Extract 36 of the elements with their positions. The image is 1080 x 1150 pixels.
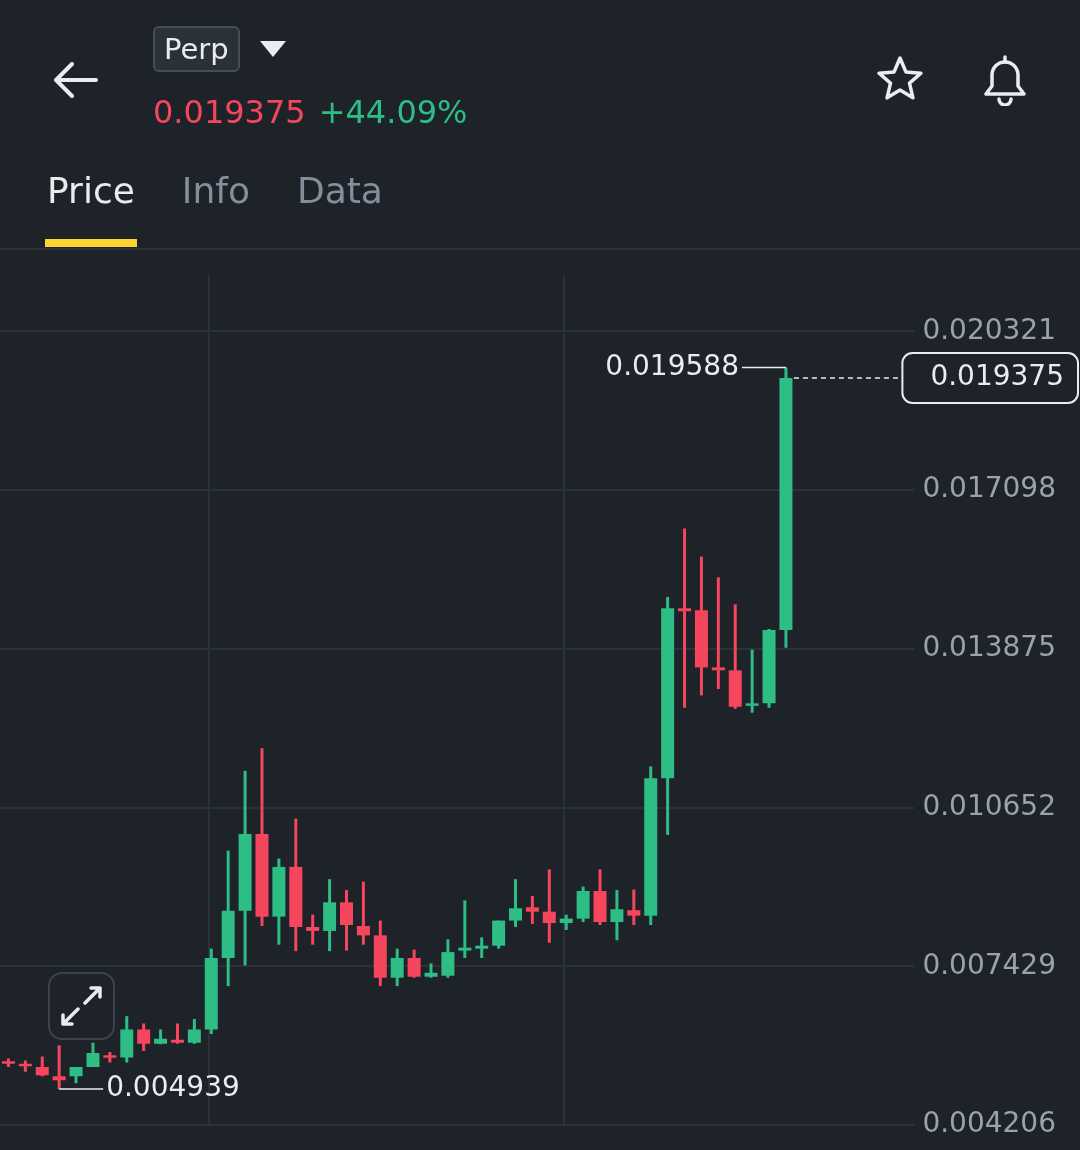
annotation: 0.019588 <box>605 348 739 382</box>
candlestick <box>627 889 641 926</box>
candlestick <box>711 577 725 691</box>
text: Data <box>296 170 383 211</box>
text: +44.09% <box>318 92 468 132</box>
text: 0.019375 <box>153 92 306 132</box>
candlestick <box>678 528 692 708</box>
y-tick-label: 0.004206 <box>922 1106 1057 1140</box>
candlestick <box>542 869 556 943</box>
candlestick <box>525 894 539 925</box>
candlestick <box>458 900 472 959</box>
candlestick <box>356 881 370 945</box>
candlestick <box>610 890 624 941</box>
candlestick <box>407 949 421 978</box>
y-tick-label: 0.013875 <box>922 630 1057 664</box>
candlestick <box>306 914 320 945</box>
candlestick <box>170 1023 184 1044</box>
y-tick-label: 0.017098 <box>922 471 1057 505</box>
candlestick <box>745 649 759 713</box>
candlestick <box>52 1045 66 1090</box>
candlestick <box>475 937 489 959</box>
candlestick <box>86 1042 100 1067</box>
text: Price <box>47 170 135 211</box>
y-tick-label: 0.020321 <box>922 312 1057 346</box>
text: Info <box>181 170 250 211</box>
annotation: 0.004939 <box>106 1070 240 1104</box>
candlestick <box>441 939 455 978</box>
candlestick <box>390 948 404 988</box>
y-tick-label: 0.010652 <box>922 788 1057 822</box>
ref-line-label: 0.019375 <box>930 359 1064 393</box>
candlestick <box>35 1056 49 1078</box>
candlestick <box>509 879 523 927</box>
candlestick <box>339 890 353 951</box>
candlestick <box>187 1019 201 1044</box>
y-tick-label: 0.007429 <box>922 947 1057 981</box>
candlestick <box>137 1023 151 1052</box>
